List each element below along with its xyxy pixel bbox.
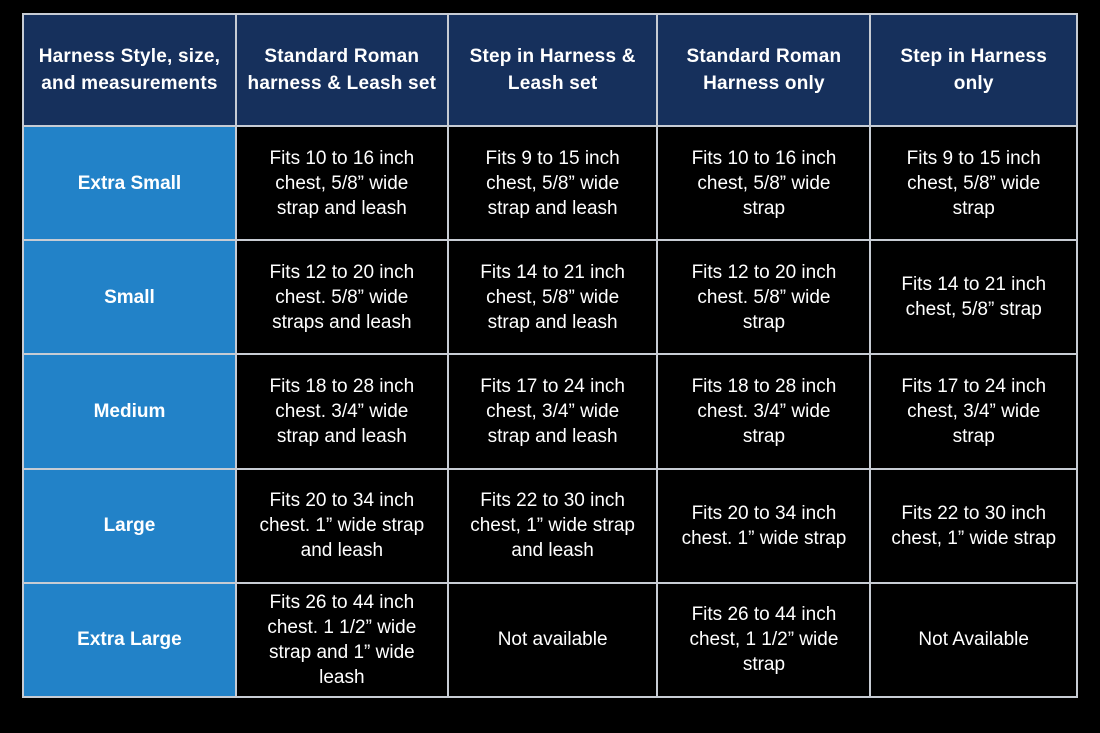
cell-xs-stepin-set: Fits 9 to 15 inch chest, 5/8” wide strap… (446, 124, 659, 242)
table-row-extra-small: Extra Small Fits 10 to 16 inch chest, 5/… (22, 124, 1078, 242)
cell-s-stepin-only: Fits 14 to 21 inch chest, 5/8” strap (869, 239, 1078, 356)
header-cell-stepin-only: Step in Harness only (869, 13, 1078, 127)
row-label-extra-small: Extra Small (22, 124, 237, 242)
cell-m-stepin-only: Fits 17 to 24 inch chest, 3/4” wide stra… (869, 353, 1078, 470)
header-cell-roman-only: Standard Roman Harness only (656, 13, 872, 127)
table-row-medium: Medium Fits 18 to 28 inch chest. 3/4” wi… (22, 353, 1078, 470)
header-row: Harness Style, size, and measurements St… (22, 13, 1078, 127)
header-cell-style-size: Harness Style, size, and measurements (22, 13, 237, 127)
cell-m-stepin-set: Fits 17 to 24 inch chest, 3/4” wide stra… (446, 353, 659, 470)
harness-size-chart-table: Harness Style, size, and measurements St… (22, 13, 1078, 699)
cell-xl-roman-only: Fits 26 to 44 inch chest, 1 1/2” wide st… (656, 581, 872, 699)
cell-xl-stepin-only: Not Available (869, 581, 1078, 699)
row-label-small: Small (22, 239, 237, 356)
table-row-small: Small Fits 12 to 20 inch chest. 5/8” wid… (22, 239, 1078, 356)
cell-xs-roman-set: Fits 10 to 16 inch chest, 5/8” wide stra… (234, 124, 449, 242)
row-label-medium: Medium (22, 353, 237, 470)
cell-l-roman-set: Fits 20 to 34 inch chest. 1” wide strap … (234, 467, 449, 584)
cell-s-roman-set: Fits 12 to 20 inch chest. 5/8” wide stra… (234, 239, 449, 356)
cell-m-roman-only: Fits 18 to 28 inch chest. 3/4” wide stra… (656, 353, 872, 470)
cell-xl-stepin-set: Not available (446, 581, 659, 699)
cell-s-roman-only: Fits 12 to 20 inch chest. 5/8” wide stra… (656, 239, 872, 356)
cell-m-roman-set: Fits 18 to 28 inch chest. 3/4” wide stra… (234, 353, 449, 470)
cell-xl-roman-set: Fits 26 to 44 inch chest. 1 1/2” wide st… (234, 581, 449, 699)
row-label-large: Large (22, 467, 237, 584)
row-label-extra-large: Extra Large (22, 581, 237, 699)
table-row-large: Large Fits 20 to 34 inch chest. 1” wide … (22, 467, 1078, 584)
cell-l-stepin-only: Fits 22 to 30 inch chest, 1” wide strap (869, 467, 1078, 584)
cell-l-roman-only: Fits 20 to 34 inch chest. 1” wide strap (656, 467, 872, 584)
table-row-extra-large: Extra Large Fits 26 to 44 inch chest. 1 … (22, 581, 1078, 699)
cell-s-stepin-set: Fits 14 to 21 inch chest, 5/8” wide stra… (446, 239, 659, 356)
cell-xs-roman-only: Fits 10 to 16 inch chest, 5/8” wide stra… (656, 124, 872, 242)
cell-xs-stepin-only: Fits 9 to 15 inch chest, 5/8” wide strap (869, 124, 1078, 242)
header-cell-roman-leash-set: Standard Roman harness & Leash set (234, 13, 449, 127)
cell-l-stepin-set: Fits 22 to 30 inch chest, 1” wide strap … (446, 467, 659, 584)
header-cell-stepin-leash-set: Step in Harness & Leash set (446, 13, 659, 127)
